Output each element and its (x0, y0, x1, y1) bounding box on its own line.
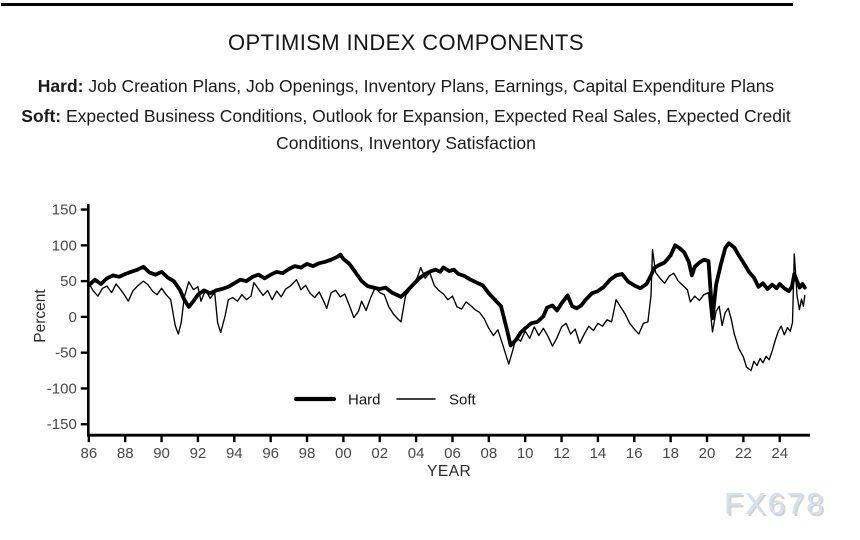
series-line-hard (86, 241, 807, 348)
y-tick-label: 50 (60, 273, 77, 290)
x-tick-label: 96 (262, 445, 279, 462)
hard-components-text: Job Creation Plans, Job Openings, Invent… (88, 76, 775, 96)
y-tick-label: -50 (55, 345, 77, 362)
x-tick-label: 20 (699, 445, 716, 462)
x-tick-label: 12 (553, 445, 570, 462)
soft-label: Soft: (21, 106, 62, 126)
top-divider (1, 3, 793, 6)
y-axis-title: Percent (32, 289, 49, 343)
soft-definition: Soft: Expected Business Conditions, Outl… (10, 103, 802, 157)
x-tick-label: 14 (590, 445, 607, 462)
x-tick-label: 90 (153, 445, 170, 462)
x-tick-label: 18 (662, 445, 679, 462)
x-tick-label: 08 (480, 445, 497, 462)
x-tick-label: 88 (117, 445, 134, 462)
x-tick-label: 86 (81, 445, 98, 462)
y-tick-label: -150 (47, 416, 77, 433)
y-tick-label: 100 (52, 237, 77, 254)
x-tick-label: 10 (517, 445, 534, 462)
x-axis-title: YEAR (427, 463, 471, 480)
soft-components-text: Expected Business Conditions, Outlook fo… (66, 106, 791, 153)
y-tick-label: -100 (47, 380, 77, 397)
chart-title: OPTIMISM INDEX COMPONENTS (228, 30, 584, 55)
x-tick-label: 00 (335, 445, 352, 462)
y-tick-label: 150 (52, 202, 77, 219)
x-tick-label: 94 (226, 445, 243, 462)
x-tick-label: 98 (299, 445, 316, 462)
x-tick-label: 06 (444, 445, 461, 462)
hard-definition: Hard: Job Creation Plans, Job Openings, … (10, 73, 802, 100)
legend-hard-label: Hard (348, 392, 381, 409)
x-tick-label: 22 (735, 445, 752, 462)
x-tick-label: 24 (771, 445, 788, 462)
chart-header: OPTIMISM INDEX COMPONENTS Hard: Job Crea… (0, 30, 812, 157)
x-tick-label: 92 (190, 445, 207, 462)
series-line-soft (88, 248, 806, 372)
x-tick-label: 02 (371, 445, 388, 462)
x-tick-label: 04 (408, 445, 425, 462)
y-tick-label: 0 (68, 309, 76, 326)
fx678-watermark: FX678 (724, 486, 826, 521)
hard-label: Hard: (37, 76, 84, 96)
x-tick-label: 16 (626, 445, 643, 462)
legend-soft-label: Soft (449, 392, 477, 409)
